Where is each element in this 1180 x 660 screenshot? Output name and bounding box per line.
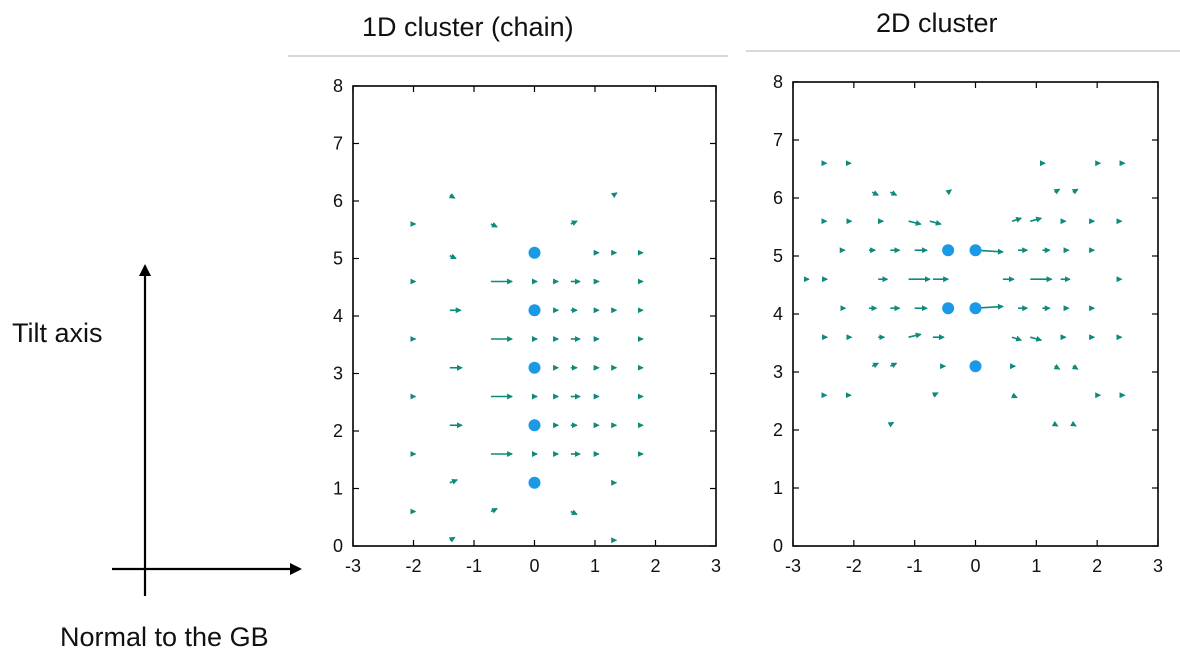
y-tick-label: 7 — [333, 134, 343, 154]
y-tick-label: 6 — [773, 188, 783, 208]
displacement-arrow — [871, 362, 880, 369]
solute-atom-point — [942, 302, 955, 315]
displacement-arrow — [871, 190, 880, 196]
displacement-arrow — [1071, 188, 1079, 195]
displacement-arrow — [889, 190, 898, 196]
solute-atom-point — [528, 246, 541, 259]
y-tick-label: 0 — [773, 536, 783, 556]
displacement-arrow — [929, 219, 942, 226]
displacement-arrow — [945, 189, 952, 196]
y-tick-label: 2 — [333, 421, 343, 441]
x-tick-label: -1 — [907, 556, 923, 576]
chart-2d: -3 -2 -1 0 1 2 3 0 1 2 3 4 5 6 7 8 — [773, 72, 1163, 576]
displacement-arrow — [1051, 420, 1059, 427]
displacement-arrow — [908, 220, 922, 226]
displacement-arrow — [1070, 420, 1077, 427]
normal-axis-label: Normal to the GB — [60, 622, 269, 652]
y-tick-label: 5 — [333, 249, 343, 269]
y-tick-label: 4 — [333, 306, 343, 326]
y-tick-label: 5 — [773, 246, 783, 266]
chart-title-1d: 1D cluster (chain) — [362, 12, 574, 42]
x-tick-label: -3 — [345, 556, 361, 576]
displacement-arrow — [449, 478, 458, 485]
displacement-arrow — [610, 192, 618, 199]
chart-title-2d: 2D cluster — [876, 8, 998, 38]
displacement-arrow — [931, 392, 939, 398]
solute-atom-point — [942, 244, 955, 257]
displacement-arrow — [889, 362, 898, 369]
displacement-arrow — [448, 536, 456, 543]
solute-atom-point — [969, 302, 982, 315]
displacement-arrow — [570, 509, 578, 516]
y-tick-label: 1 — [773, 478, 783, 498]
x-tick-label: 0 — [529, 556, 539, 576]
displacement-arrow — [490, 507, 498, 514]
x-tick-label: -2 — [846, 556, 862, 576]
displacement-arrow — [570, 220, 578, 226]
displacement-arrow — [1011, 216, 1023, 223]
displacement-arrow — [1011, 392, 1018, 399]
solute-atom-point — [528, 304, 541, 317]
x-tick-label: 1 — [1031, 556, 1041, 576]
orientation-axes — [112, 264, 302, 596]
displacement-arrow — [448, 192, 456, 199]
solute-atom-point — [528, 361, 541, 374]
x-tick-label: 2 — [1092, 556, 1102, 576]
solute-atom-point — [528, 419, 541, 432]
y-tick-label: 4 — [773, 304, 783, 324]
x-tick-label: 2 — [650, 556, 660, 576]
y-tick-label: 2 — [773, 420, 783, 440]
x-tick-label: 0 — [970, 556, 980, 576]
y-tick-label: 0 — [333, 536, 343, 556]
x-tick-label: 3 — [1153, 556, 1163, 576]
x-tick-label: -1 — [466, 556, 482, 576]
solute-atom-point — [969, 360, 982, 373]
chart-1d: -3 -2 -1 0 1 2 3 0 1 2 3 4 5 6 7 8 — [333, 76, 721, 576]
y-tick-label: 1 — [333, 479, 343, 499]
displacement-arrow — [908, 332, 922, 339]
x-tick-label: 1 — [590, 556, 600, 576]
x-tick-label: 3 — [711, 556, 721, 576]
y-tick-label: 8 — [773, 72, 783, 92]
y-tick-label: 3 — [333, 364, 343, 384]
y-tick-label: 6 — [333, 191, 343, 211]
displacement-arrow — [449, 253, 457, 260]
displacement-arrow — [1030, 216, 1043, 223]
tilt-axis-label: Tilt axis — [12, 318, 103, 348]
displacement-arrow — [1011, 335, 1023, 342]
solute-atom-point — [969, 244, 982, 257]
y-tick-label: 7 — [773, 130, 783, 150]
displacement-arrow — [1053, 188, 1061, 195]
title-underline-1d — [288, 55, 728, 57]
x-tick-label: -3 — [785, 556, 801, 576]
x-tick-label: -2 — [405, 556, 421, 576]
displacement-arrow — [1030, 335, 1043, 342]
y-tick-label: 3 — [773, 362, 783, 382]
displacement-arrow — [490, 222, 498, 228]
title-underline-2d — [746, 50, 1180, 52]
displacement-arrow — [1071, 363, 1079, 370]
displacement-arrow — [1053, 363, 1061, 370]
y-tick-label: 8 — [333, 76, 343, 96]
solute-atom-point — [528, 476, 541, 489]
displacement-arrow — [887, 421, 895, 428]
